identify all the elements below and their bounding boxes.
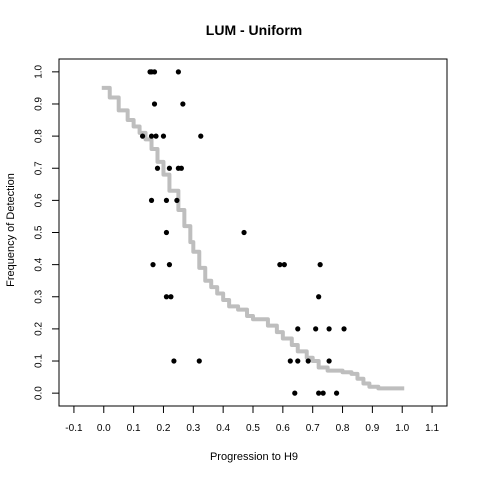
y-tick-label: 0.9 xyxy=(34,97,45,111)
data-point xyxy=(148,197,155,203)
x-tick-label: -0.1 xyxy=(65,423,83,434)
data-point xyxy=(326,358,332,364)
x-tick-label: 0.0 xyxy=(97,423,111,434)
data-point xyxy=(313,326,319,332)
x-tick-label: 0.9 xyxy=(365,423,379,434)
data-point xyxy=(174,197,180,203)
data-point xyxy=(241,229,247,236)
data-point xyxy=(316,294,322,300)
data-point xyxy=(160,133,167,139)
data-point xyxy=(163,197,170,203)
y-tick-label: 0.1 xyxy=(34,354,45,368)
x-tick-label: 1.0 xyxy=(395,423,409,434)
data-point xyxy=(180,101,186,107)
data-point xyxy=(151,69,158,75)
smooth-curve-layer xyxy=(101,85,405,391)
smooth-curve xyxy=(101,85,405,391)
data-point xyxy=(341,326,347,332)
data-point xyxy=(151,101,158,107)
chart-title: LUM - Uniform xyxy=(206,22,302,38)
data-point xyxy=(163,229,170,236)
data-point xyxy=(316,390,322,396)
x-tick-label: 1.1 xyxy=(425,423,439,434)
x-tick-label: 0.8 xyxy=(336,423,350,434)
x-axis-title: Progression to H9 xyxy=(210,451,298,463)
x-tick-label: 0.4 xyxy=(216,423,230,434)
data-point xyxy=(166,262,173,268)
y-tick-label: 0.8 xyxy=(34,129,45,143)
data-point xyxy=(171,358,177,364)
data-points-layer xyxy=(139,69,347,396)
x-tick-label: 0.2 xyxy=(157,423,171,434)
data-point xyxy=(292,390,298,396)
x-tick-label: 0.3 xyxy=(186,423,200,434)
x-tick-label: 0.7 xyxy=(306,423,320,434)
data-point xyxy=(281,262,287,268)
data-point xyxy=(150,262,156,268)
data-point xyxy=(317,262,323,268)
data-point xyxy=(320,390,326,396)
data-point xyxy=(175,69,181,75)
y-axis: 0.0 0.1 0.2 0.3 0.4 0.5 0.6 0.7 0.8 0.9 1.0 xyxy=(34,64,60,400)
y-tick-label: 0.3 xyxy=(34,289,45,303)
data-point xyxy=(139,133,146,139)
x-tick-label: 0.6 xyxy=(276,423,290,434)
data-point xyxy=(154,165,161,171)
data-point xyxy=(295,326,301,332)
y-tick-label: 0.6 xyxy=(34,193,45,207)
y-tick-label: 0.0 xyxy=(34,386,45,400)
data-point xyxy=(198,133,204,139)
data-point xyxy=(163,294,170,300)
data-point xyxy=(153,133,159,139)
data-point xyxy=(287,358,293,364)
data-point xyxy=(148,133,155,139)
y-tick-label: 0.5 xyxy=(34,225,45,239)
y-tick-label: 0.4 xyxy=(34,257,45,271)
y-tick-label: 0.2 xyxy=(34,322,45,336)
data-point xyxy=(326,326,332,332)
data-point xyxy=(295,358,301,364)
x-tick-label: 0.5 xyxy=(246,423,260,434)
data-point xyxy=(178,165,184,171)
data-point xyxy=(166,165,173,171)
data-point xyxy=(196,358,202,364)
x-tick-label: 0.1 xyxy=(127,423,141,434)
data-point xyxy=(305,358,311,364)
data-point xyxy=(277,262,283,268)
y-tick-label: 0.7 xyxy=(34,161,45,175)
y-tick-label: 1.0 xyxy=(34,64,45,78)
y-axis-title: Frequency of Detection xyxy=(5,173,17,287)
data-point xyxy=(168,294,174,300)
data-point xyxy=(333,390,340,396)
x-axis: -0.1 0.0 0.1 0.2 0.3 0.4 0.5 0.6 0.7 0.8 0.9 1.0 1.1 xyxy=(65,405,439,434)
